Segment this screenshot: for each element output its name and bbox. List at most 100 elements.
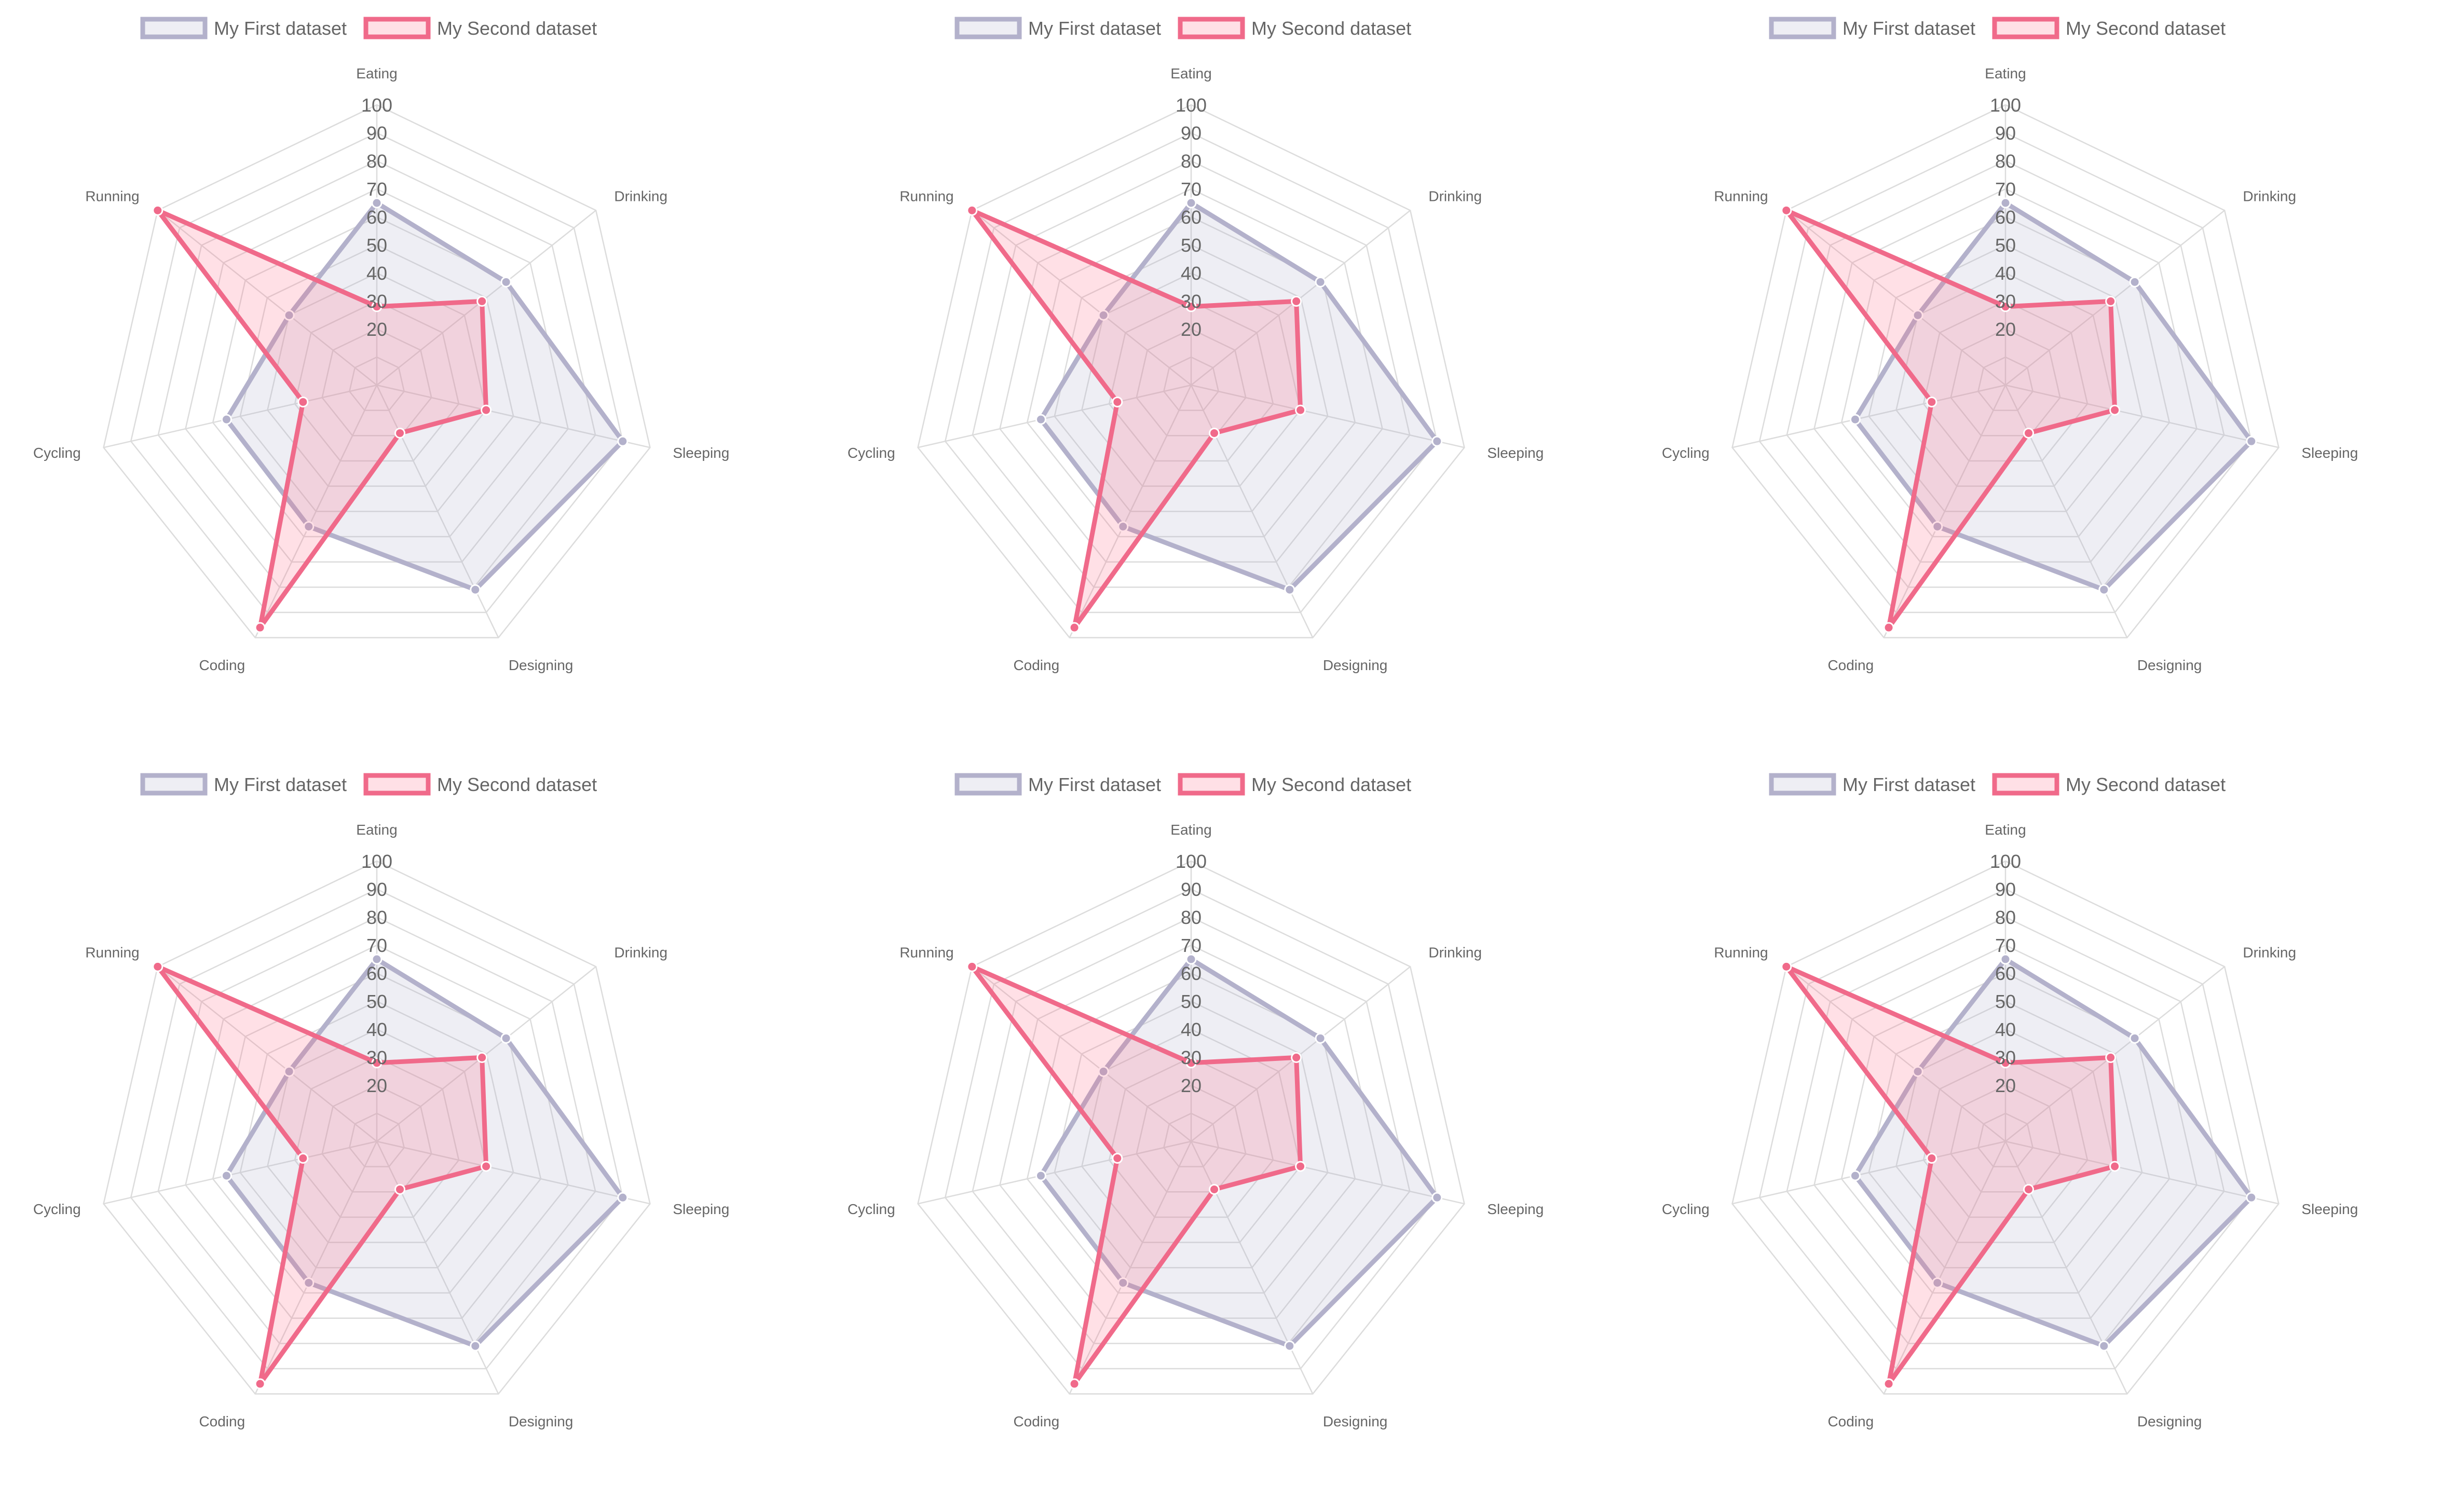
data-point[interactable]	[1315, 276, 1326, 288]
data-point[interactable]	[221, 414, 232, 425]
data-point[interactable]	[1883, 622, 1894, 633]
legend-item[interactable]: My First dataset	[954, 17, 1161, 39]
data-point[interactable]	[303, 1277, 315, 1288]
data-point[interactable]	[1284, 584, 1295, 595]
data-point[interactable]	[470, 1340, 481, 1352]
data-point[interactable]	[297, 396, 309, 407]
data-point[interactable]	[1098, 1066, 1109, 1077]
grid-ring	[103, 860, 651, 1395]
data-point[interactable]	[2000, 301, 2011, 312]
legend-item[interactable]: My Second dataset	[1178, 17, 1411, 39]
data-point[interactable]	[371, 197, 383, 209]
data-point[interactable]	[2000, 197, 2011, 209]
data-point[interactable]	[1781, 205, 1792, 216]
data-point[interactable]	[2246, 1192, 2257, 1203]
legend-item[interactable]: My First dataset	[140, 773, 347, 795]
data-point[interactable]	[2246, 435, 2257, 447]
data-point[interactable]	[476, 1052, 488, 1063]
data-point[interactable]	[2000, 1057, 2011, 1068]
legend-item[interactable]: My Second dataset	[1178, 773, 1411, 795]
data-point[interactable]	[617, 435, 629, 447]
data-point[interactable]	[2105, 1052, 2117, 1063]
data-point[interactable]	[371, 1057, 383, 1068]
data-point[interactable]	[2129, 276, 2140, 288]
data-point[interactable]	[394, 1183, 406, 1195]
data-point[interactable]	[1069, 1378, 1080, 1390]
data-point[interactable]	[2000, 953, 2011, 964]
data-point[interactable]	[2023, 1183, 2035, 1195]
tick-label: 80	[1995, 151, 2016, 172]
data-point[interactable]	[1185, 197, 1197, 209]
data-point[interactable]	[1315, 1032, 1326, 1044]
data-point[interactable]	[254, 622, 266, 633]
data-point[interactable]	[1883, 1378, 1894, 1390]
data-point[interactable]	[1912, 309, 1923, 321]
data-point[interactable]	[1849, 1170, 1861, 1181]
data-point[interactable]	[2023, 427, 2035, 439]
grid-ring	[1895, 1028, 2116, 1243]
data-point[interactable]	[1117, 1277, 1129, 1288]
data-point[interactable]	[1098, 309, 1109, 321]
tick-label: 30	[366, 291, 387, 312]
data-point[interactable]	[254, 1378, 266, 1390]
data-point[interactable]	[470, 584, 481, 595]
data-point[interactable]	[152, 205, 163, 216]
data-point[interactable]	[297, 1152, 309, 1164]
data-point[interactable]	[1069, 622, 1080, 633]
data-point[interactable]	[2109, 1161, 2121, 1172]
data-point[interactable]	[500, 276, 512, 288]
data-point[interactable]	[2109, 404, 2121, 416]
data-point[interactable]	[1431, 435, 1443, 447]
data-point[interactable]	[2129, 1032, 2140, 1044]
data-point[interactable]	[2098, 584, 2110, 595]
legend-item[interactable]: My First dataset	[954, 773, 1161, 795]
data-point[interactable]	[1035, 1170, 1046, 1181]
data-point[interactable]	[1035, 414, 1046, 425]
data-point[interactable]	[481, 404, 492, 416]
data-point[interactable]	[1926, 1152, 1937, 1164]
data-point[interactable]	[303, 521, 315, 532]
data-point[interactable]	[1112, 396, 1123, 407]
data-point[interactable]	[1781, 961, 1792, 972]
data-point[interactable]	[1291, 1052, 1302, 1063]
data-point[interactable]	[152, 961, 163, 972]
legend-item[interactable]: My First dataset	[140, 17, 347, 39]
data-point[interactable]	[2098, 1340, 2110, 1352]
data-point[interactable]	[1295, 1161, 1306, 1172]
data-point[interactable]	[617, 1192, 629, 1203]
legend-item[interactable]: My Second dataset	[1992, 773, 2226, 795]
data-point[interactable]	[283, 1066, 295, 1077]
data-point[interactable]	[1185, 1057, 1197, 1068]
data-point[interactable]	[1291, 295, 1302, 307]
data-point[interactable]	[1849, 414, 1861, 425]
data-point[interactable]	[966, 961, 978, 972]
data-point[interactable]	[1112, 1152, 1123, 1164]
data-point[interactable]	[1185, 953, 1197, 964]
data-point[interactable]	[1209, 427, 1220, 439]
data-point[interactable]	[1932, 1277, 1943, 1288]
data-point[interactable]	[394, 427, 406, 439]
data-point[interactable]	[1185, 301, 1197, 312]
data-point[interactable]	[1932, 521, 1943, 532]
data-point[interactable]	[1209, 1183, 1220, 1195]
data-point[interactable]	[1431, 1192, 1443, 1203]
legend-item[interactable]: My First dataset	[1769, 773, 1975, 795]
data-point[interactable]	[966, 205, 978, 216]
data-point[interactable]	[1926, 396, 1937, 407]
data-point[interactable]	[481, 1161, 492, 1172]
legend-item[interactable]: My Second dataset	[363, 17, 597, 39]
data-point[interactable]	[500, 1032, 512, 1044]
data-point[interactable]	[476, 295, 488, 307]
data-point[interactable]	[283, 309, 295, 321]
legend-item[interactable]: My Second dataset	[363, 773, 597, 795]
legend-item[interactable]: My Second dataset	[1992, 17, 2226, 39]
data-point[interactable]	[221, 1170, 232, 1181]
data-point[interactable]	[1912, 1066, 1923, 1077]
data-point[interactable]	[2105, 295, 2117, 307]
data-point[interactable]	[1117, 521, 1129, 532]
data-point[interactable]	[371, 301, 383, 312]
data-point[interactable]	[1295, 404, 1306, 416]
data-point[interactable]	[1284, 1340, 1295, 1352]
legend-item[interactable]: My First dataset	[1769, 17, 1975, 39]
data-point[interactable]	[371, 953, 383, 964]
